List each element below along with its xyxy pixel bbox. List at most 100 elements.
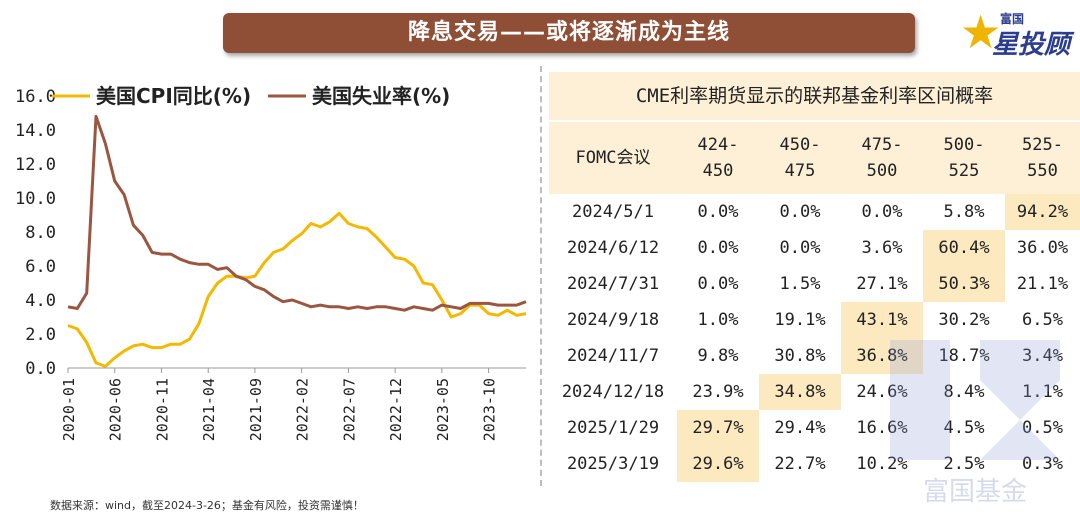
page-title: 降息交易——或将逐渐成为主线	[223, 13, 915, 53]
table-row: 2024/6/12 0.0% 0.0% 3.6% 60.4% 36.0%	[549, 230, 1080, 266]
source-note: 数据来源：wind，截至2024-3-26；基金有风险，投资需谨慎！	[50, 499, 364, 512]
column-header-range: 450- 475	[759, 122, 841, 194]
meeting-date: 2024/7/31	[566, 274, 660, 294]
probability-cell: 4.5%	[943, 418, 985, 438]
probability-cell: 27.1%	[856, 274, 908, 294]
probability-cell: 6.5%	[1022, 310, 1063, 330]
probability-cell: 9.8%	[697, 346, 739, 366]
table-row: 2024/5/1 0.0% 0.0% 0.0% 5.8% 94.2%	[549, 194, 1080, 230]
table-row: 2024/11/7 9.8% 30.8% 36.8% 18.7% 3.4%	[549, 338, 1080, 374]
table-row: 2024/12/18 23.9% 34.8% 24.6% 8.4% 1.1%	[549, 374, 1080, 410]
probability-cell: 1.5%	[779, 274, 821, 294]
table-row: 2024/7/31 0.0% 1.5% 27.1% 50.3% 21.1%	[549, 266, 1080, 302]
y-tick-label: 6.0	[25, 257, 56, 277]
x-tick-label: 2023-10	[481, 378, 499, 441]
probability-cell: 21.1%	[1016, 274, 1069, 294]
x-tick-label: 2023-05	[434, 378, 452, 441]
brand-top-text: 富国	[1000, 12, 1025, 26]
watermark-shape	[980, 340, 1060, 460]
y-tick-label: 10.0	[15, 189, 56, 209]
divider	[540, 66, 542, 486]
probability-cell: 23.9%	[692, 382, 744, 402]
star-icon: ★	[960, 5, 1002, 59]
probability-cell: 18.7%	[938, 346, 990, 366]
legend-label: 美国CPI同比(%)	[96, 84, 251, 108]
probability-cell: 50.3%	[923, 266, 1005, 302]
probability-cell: 8.4%	[943, 382, 985, 402]
column-header-meeting: FOMC会议	[549, 122, 677, 194]
x-tick-label: 2020-11	[153, 378, 171, 441]
probability-cell: 30.8%	[774, 346, 826, 366]
table-row: 2024/9/18 1.0% 19.1% 43.1% 30.2% 6.5%	[549, 302, 1080, 338]
meeting-date: 2024/6/12	[566, 238, 660, 258]
cpi-series-line	[67, 211, 527, 368]
table-title: CME利率期货显示的联邦基金利率区间概率	[549, 72, 1080, 120]
line-chart: 0.0 2.0 4.0 6.0 8.0 10.0 12.0 14.0 16.0 2020-01 20…	[15, 84, 527, 441]
probability-cell: 0.0%	[697, 274, 739, 294]
brand-logo: ★ 富国 星投顾	[960, 5, 1071, 60]
y-tick-label: 2.0	[25, 325, 56, 345]
y-tick-label: 16.0	[15, 87, 56, 107]
probability-cell: 0.3%	[1022, 454, 1063, 474]
x-tick-label: 2020-01	[60, 378, 78, 441]
table-header-row: FOMC会议 424- 450 450- 475 475- 500 500- 525 525- 55…	[549, 122, 1080, 194]
watermark-logo: 富国基金	[890, 340, 1060, 507]
x-tick-label: 2020-06	[107, 378, 125, 441]
probability-table-panel: CME利率期货显示的联邦基金利率区间概率 FOMC会议 424- 450 450- 47…	[549, 72, 1080, 482]
probability-cell: 94.2%	[1005, 194, 1080, 230]
x-tick-label: 2022-02	[294, 378, 312, 441]
x-tick-label: 2022-12	[387, 378, 405, 441]
probability-cell: 22.7%	[774, 454, 826, 474]
probability-cell: 29.7%	[677, 410, 759, 446]
table-row: 2025/1/29 29.7% 29.4% 16.6% 4.5% 0.5%	[549, 410, 1080, 446]
y-tick-label: 0.0	[25, 359, 56, 379]
probability-cell: 34.8%	[759, 374, 841, 410]
table-row: 2025/3/19 29.6% 22.7% 10.2% 2.5% 0.3%	[549, 446, 1080, 482]
probability-cell: 60.4%	[923, 230, 1005, 266]
y-tick-label: 4.0	[25, 291, 56, 311]
probability-cell: 19.1%	[774, 310, 826, 330]
probability-cell: 16.6%	[856, 418, 908, 438]
probability-cell: 1.1%	[1005, 374, 1080, 410]
legend-label: 美国失业率(%)	[312, 84, 450, 108]
probability-cell: 1.0%	[697, 310, 739, 330]
probability-cell: 0.0%	[861, 202, 903, 222]
probability-cell: 30.2%	[938, 310, 990, 330]
y-tick-label: 8.0	[25, 223, 56, 243]
probability-cell: 2.5%	[943, 454, 985, 474]
probability-cell: 10.2%	[856, 454, 908, 474]
column-header-range: 475- 500	[841, 122, 923, 194]
column-header-range: 424- 450	[677, 122, 759, 194]
probability-cell: 0.0%	[697, 202, 739, 222]
probability-cell: 29.6%	[677, 446, 759, 482]
probability-cell: 36.8%	[841, 338, 923, 374]
x-tick-label: 2021-04	[200, 378, 218, 441]
unemployment-series-line	[67, 114, 527, 312]
x-tick-label: 2021-09	[247, 378, 265, 441]
probability-cell: 3.4%	[1005, 338, 1080, 374]
probability-table: FOMC会议 424- 450 450- 475 475- 500 500- 525 525- 55…	[549, 122, 1080, 482]
column-header-range: 500- 525	[923, 122, 1005, 194]
watermark-shape	[890, 340, 950, 460]
meeting-date: 2024/9/18	[566, 310, 660, 330]
probability-cell: 3.6%	[861, 238, 903, 258]
probability-cell: 24.6%	[856, 382, 908, 402]
y-tick-label: 14.0	[15, 121, 56, 141]
meeting-date: 2025/1/29	[566, 418, 660, 438]
column-header-range: 525- 550	[1005, 122, 1080, 194]
meeting-date: 2024/5/1	[572, 202, 654, 222]
x-tick-label: 2022-07	[340, 378, 358, 441]
probability-cell: 0.5%	[1022, 418, 1063, 438]
probability-cell: 29.4%	[774, 418, 826, 438]
meeting-date: 2024/12/18	[561, 382, 665, 402]
meeting-date: 2025/3/19	[566, 454, 660, 474]
y-tick-label: 12.0	[15, 155, 56, 175]
probability-cell: 0.0%	[697, 238, 739, 258]
probability-cell: 0.0%	[779, 202, 821, 222]
watermark-text: 富国基金	[923, 477, 1027, 507]
probability-cell: 5.8%	[943, 202, 985, 222]
brand-main-text: 星投顾	[992, 30, 1071, 60]
probability-cell: 43.1%	[841, 302, 923, 338]
meeting-date: 2024/11/7	[566, 346, 660, 366]
probability-cell: 0.0%	[779, 238, 821, 258]
